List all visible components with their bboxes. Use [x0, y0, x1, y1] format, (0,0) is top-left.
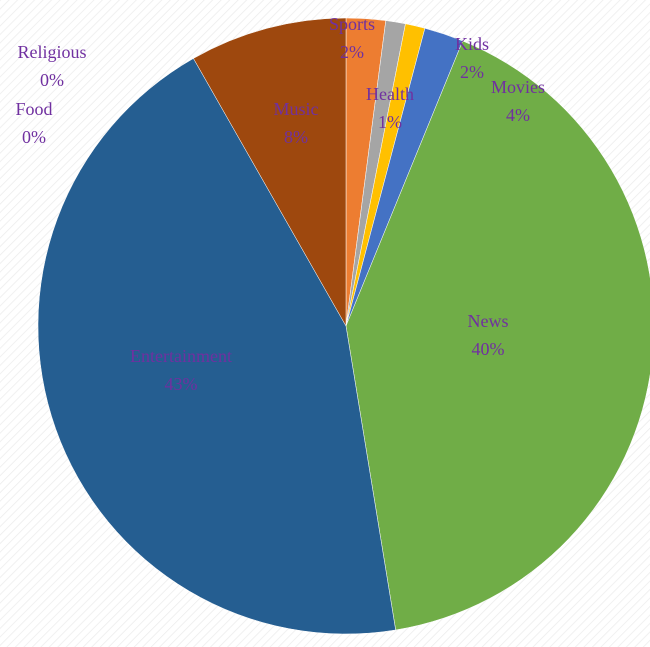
data-label-music-name: Music [274, 99, 319, 119]
data-label-news-percent: 40% [472, 339, 505, 359]
data-label-religious-percent: 0% [40, 70, 64, 90]
data-label-sports-percent: 2% [340, 42, 364, 62]
pie-slice-entertainment [37, 58, 396, 635]
data-label-entertainment-percent: 43% [165, 374, 198, 394]
data-label-religious-name: Religious [17, 42, 86, 62]
data-label-food-percent: 0% [22, 127, 46, 147]
pie-slices [37, 17, 650, 635]
data-label-sports-name: Sports [329, 14, 375, 34]
data-label-health-percent: 1% [378, 112, 402, 132]
pie-slice-news [345, 40, 650, 631]
data-label-kids-name: Kids [455, 34, 489, 54]
data-label-entertainment-name: Entertainment [130, 346, 232, 366]
data-label-kids-percent: 2% [460, 62, 484, 82]
data-label-news-name: News [468, 311, 509, 331]
data-label-health-name: Health [366, 84, 414, 104]
pie-labels: Sports 2% Health 1% Kids 2% News 40% Entertainme… [15, 14, 545, 394]
data-label-food-name: Food [15, 99, 52, 119]
data-label-movies-percent: 4% [506, 105, 530, 125]
data-label-movies-name: Movies [491, 77, 545, 97]
data-label-music-percent: 8% [284, 127, 308, 147]
pie-slice-music [193, 17, 347, 327]
